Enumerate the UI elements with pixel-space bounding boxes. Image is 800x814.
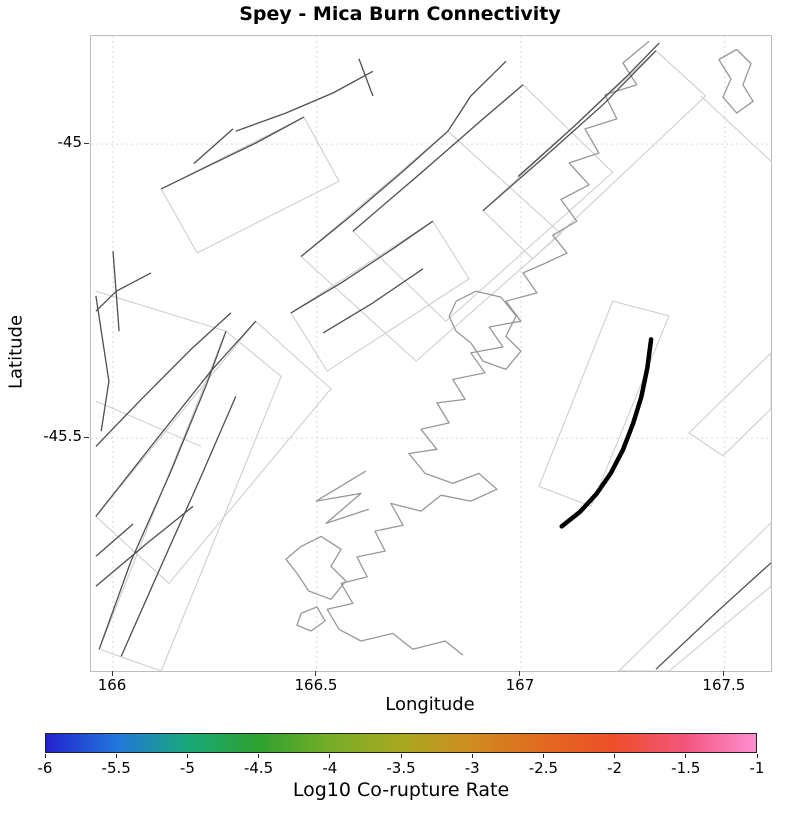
- colorbar-tick-label: -5.5: [101, 759, 131, 777]
- colorbar-tick-mark: [400, 754, 402, 758]
- highlighted-fault: [559, 337, 654, 529]
- plot-area: [90, 35, 772, 672]
- fault-surface-outline: [160, 116, 340, 254]
- fault-trace: [300, 130, 449, 258]
- colorbar-tick-mark: [115, 754, 117, 758]
- fault-surface-outline: [290, 220, 470, 372]
- colorbar-gradient: [45, 733, 757, 753]
- fault-surface-outline: [95, 290, 227, 332]
- coastline: [326, 262, 547, 656]
- colorbar-tick-label: -2.5: [528, 759, 559, 777]
- coastline: [285, 535, 347, 600]
- y-tick-mark: [84, 143, 89, 145]
- fault-trace: [120, 396, 237, 657]
- fault-surface-outline: [98, 330, 282, 671]
- colorbar-tick-label: -3: [464, 759, 480, 777]
- x-tick-label: 166: [97, 676, 127, 694]
- fault-trace: [655, 562, 771, 670]
- x-axis-label: Longitude: [385, 694, 475, 715]
- colorbar-tick-label: -1: [749, 759, 765, 777]
- colorbar-label: Log10 Co-rupture Rate: [292, 779, 510, 801]
- x-tick-label: 167: [505, 676, 535, 694]
- x-tick-mark: [519, 671, 521, 676]
- colorbar-tick-mark: [685, 754, 687, 758]
- y-tick-mark: [84, 437, 89, 439]
- fault-surface-outline: [352, 84, 614, 322]
- colorbar-tick-mark: [44, 754, 46, 758]
- fault-trace: [358, 58, 374, 97]
- colorbar-tick-mark: [471, 754, 473, 758]
- fault-surface-outline: [95, 320, 332, 585]
- colorbar-tick-label: -6: [37, 759, 53, 777]
- colorbar-tick-label: -1.5: [671, 759, 701, 777]
- colorbar-tick-label: -4.5: [243, 759, 274, 777]
- y-axis-label: Latitude: [5, 314, 27, 390]
- fault-trace: [517, 42, 660, 177]
- fault-trace: [193, 128, 234, 165]
- fault-trace: [322, 268, 424, 334]
- coastline: [296, 606, 326, 632]
- coastline: [448, 290, 522, 371]
- fault-trace: [290, 220, 434, 314]
- fault-trace: [352, 84, 524, 232]
- colorbar-tick-label: -2: [607, 759, 623, 777]
- colorbar-tick-mark: [542, 754, 544, 758]
- colorbar-tick-mark: [756, 754, 758, 758]
- fault-trace: [95, 523, 134, 557]
- fault-trace: [95, 312, 232, 447]
- colorbar-tick-label: -4: [322, 759, 338, 777]
- colorbar-tick-mark: [329, 754, 331, 758]
- fault-trace: [112, 251, 120, 332]
- colorbar-tick-mark: [614, 754, 616, 758]
- fault-surface-outline: [700, 95, 771, 162]
- coastline: [718, 48, 754, 114]
- fault-surface-outline: [618, 522, 771, 671]
- coastline: [545, 40, 650, 264]
- figure-title: Spey - Mica Burn Connectivity: [239, 3, 561, 25]
- fault-trace: [482, 50, 657, 212]
- y-tick-label: -45: [57, 133, 83, 152]
- x-tick-mark: [315, 671, 317, 676]
- colorbar-tick-mark: [258, 754, 260, 758]
- fault-trace: [235, 70, 374, 132]
- coastline: [315, 470, 370, 525]
- map-svg: [91, 36, 771, 671]
- colorbar-tick-label: -5: [179, 759, 195, 777]
- fault-surface-outline: [300, 130, 562, 362]
- fault-trace: [98, 330, 227, 650]
- colorbar-tick-mark: [186, 754, 188, 758]
- y-tick-label: -45.5: [43, 427, 82, 446]
- fault-surface-outline: [688, 352, 771, 457]
- fault-trace: [447, 60, 507, 132]
- x-tick-label: 167.5: [702, 676, 746, 694]
- fault-trace: [95, 505, 194, 587]
- fault-trace: [95, 320, 257, 517]
- colorbar-tick-label: -3.5: [386, 759, 416, 777]
- x-tick-label: 166.5: [294, 676, 338, 694]
- x-tick-mark: [111, 671, 113, 676]
- fault-trace: [160, 116, 305, 190]
- fault-surface-outline: [538, 300, 670, 508]
- x-tick-mark: [723, 671, 725, 676]
- fault-trace: [95, 295, 110, 432]
